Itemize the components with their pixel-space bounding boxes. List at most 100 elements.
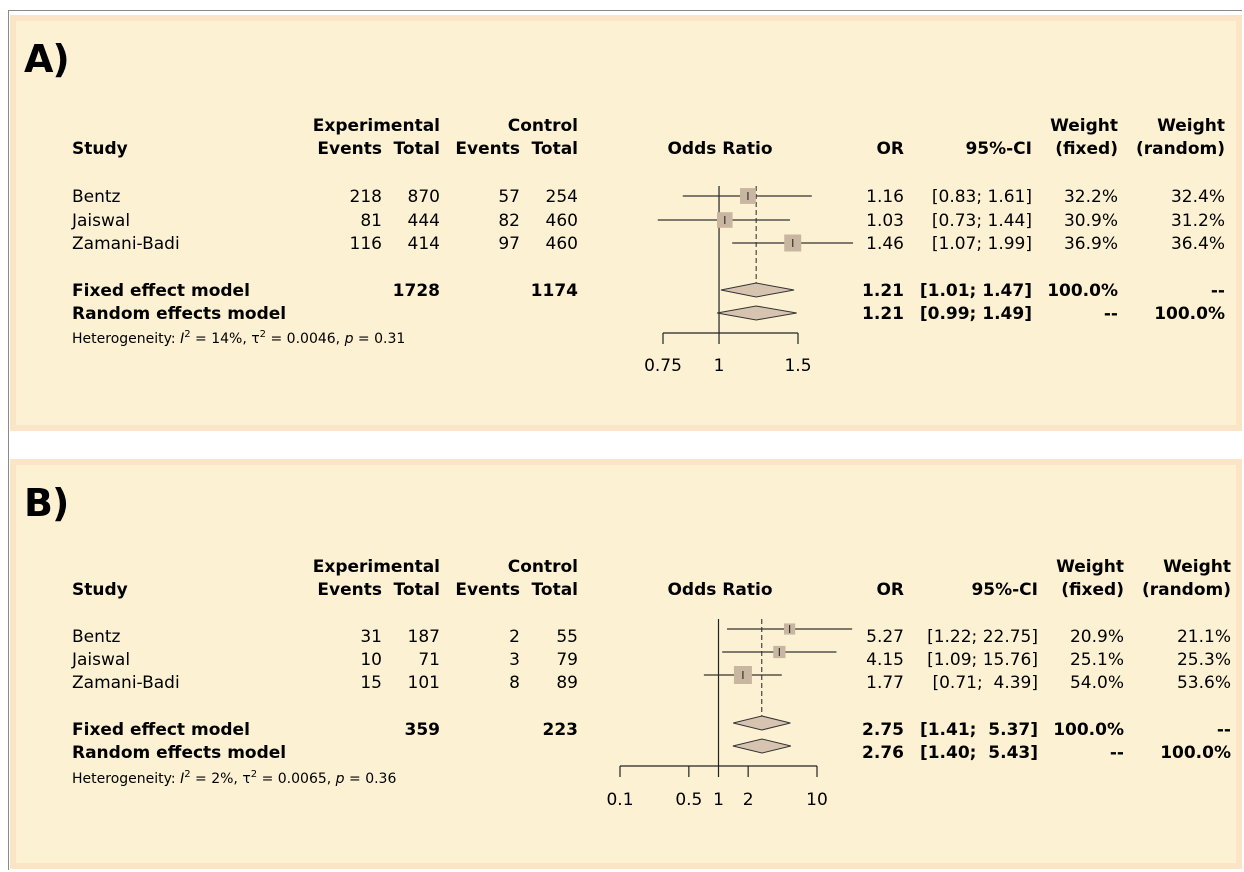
random-effect-diamond bbox=[716, 305, 797, 321]
exp-events: 116 bbox=[350, 234, 382, 254]
exp-events: 15 bbox=[360, 673, 382, 693]
ctl-events: 97 bbox=[498, 234, 520, 254]
header-exp-total: Total bbox=[394, 580, 440, 600]
fixed-w-random: -- bbox=[1217, 720, 1231, 740]
weight-fixed: 54.0% bbox=[1070, 673, 1124, 693]
x-tick-label: 1 bbox=[714, 356, 725, 376]
random-ci: [0.99; 1.49] bbox=[920, 304, 1032, 324]
header-a: Study Experimental Events Total Control … bbox=[72, 116, 1225, 159]
weight-random: 25.3% bbox=[1177, 650, 1231, 670]
weight-fixed: 30.9% bbox=[1064, 211, 1118, 231]
or-value: 1.77 bbox=[866, 673, 904, 693]
summary-rows-a: Fixed effect model 1728 1174 1.21 [1.01;… bbox=[72, 281, 1225, 324]
ctl-total: 460 bbox=[546, 211, 578, 231]
ci-value: [1.22; 22.75] bbox=[927, 627, 1038, 647]
header-weight-random: Weight bbox=[1163, 557, 1231, 577]
or-value: 1.03 bbox=[866, 211, 904, 231]
random-or: 1.21 bbox=[862, 304, 904, 324]
random-w-fixed: -- bbox=[1104, 304, 1118, 324]
weight-random: 32.4% bbox=[1171, 187, 1225, 207]
fixed-w-fixed: 100.0% bbox=[1053, 720, 1124, 740]
heterogeneity-text: Heterogeneity: I2 = 14%, τ2 = 0.0046, p … bbox=[72, 329, 405, 347]
ctl-events: 57 bbox=[498, 187, 520, 207]
exp-events: 10 bbox=[360, 650, 382, 670]
header-random: (random) bbox=[1136, 139, 1225, 159]
header-ctl-events: Events bbox=[455, 580, 520, 600]
ctl-total: 89 bbox=[556, 673, 578, 693]
random-ci: [1.40; 5.43] bbox=[920, 743, 1038, 763]
header-random: (random) bbox=[1142, 580, 1231, 600]
weight-fixed: 32.2% bbox=[1064, 187, 1118, 207]
header-b: Experimental Study Events Total Control … bbox=[72, 557, 1231, 600]
fixed-exp-total: 359 bbox=[405, 720, 441, 740]
header-ctl-total: Total bbox=[532, 580, 578, 600]
weight-fixed: 20.9% bbox=[1070, 627, 1124, 647]
header-ctl-events: Events bbox=[455, 139, 520, 159]
fixed-ci: [1.41; 5.37] bbox=[920, 720, 1038, 740]
fixed-effect-diamond bbox=[733, 715, 791, 731]
weight-random: 53.6% bbox=[1177, 673, 1231, 693]
x-tick-label: 2 bbox=[743, 790, 754, 810]
fixed-w-fixed: 100.0% bbox=[1047, 281, 1118, 301]
fixed-exp-total: 1728 bbox=[393, 281, 440, 301]
ctl-total: 460 bbox=[546, 234, 578, 254]
header-exp-events: Events bbox=[317, 580, 382, 600]
ci-value: [1.07; 1.99] bbox=[932, 234, 1032, 254]
heterogeneity-text: Heterogeneity: I2 = 2%, τ2 = 0.0065, p =… bbox=[72, 769, 396, 787]
header-ci: 95%-CI bbox=[971, 580, 1038, 600]
study-name: Jaiswal bbox=[71, 650, 130, 670]
study-name: Zamani-Badi bbox=[72, 673, 180, 693]
header-fixed: (fixed) bbox=[1061, 580, 1124, 600]
or-value: 1.46 bbox=[866, 234, 904, 254]
study-rows-a: Bentz 218 870 57 254 1.16 [0.83; 1.61] 3… bbox=[71, 187, 1225, 254]
random-w-random: 100.0% bbox=[1154, 304, 1225, 324]
or-value: 5.27 bbox=[866, 627, 904, 647]
fixed-effect-diamond bbox=[720, 282, 795, 298]
header-or: OR bbox=[876, 580, 904, 600]
study-name: Bentz bbox=[72, 187, 121, 207]
study-name: Bentz bbox=[72, 627, 121, 647]
header-exp-total: Total bbox=[394, 139, 440, 159]
random-model-label: Random effects model bbox=[72, 304, 286, 324]
fixed-or: 2.75 bbox=[862, 720, 904, 740]
ctl-events: 82 bbox=[498, 211, 520, 231]
header-ci: 95%-CI bbox=[965, 139, 1032, 159]
ctl-total: 79 bbox=[556, 650, 578, 670]
ci-value: [0.73; 1.44] bbox=[932, 211, 1032, 231]
random-w-fixed: -- bbox=[1110, 743, 1124, 763]
ctl-total: 55 bbox=[556, 627, 578, 647]
header-odds-ratio: Odds Ratio bbox=[667, 139, 772, 159]
header-control: Control bbox=[508, 557, 578, 577]
figure-frame bbox=[8, 10, 1242, 870]
ctl-events: 3 bbox=[509, 650, 520, 670]
fixed-ctl-total: 223 bbox=[543, 720, 579, 740]
header-exp-events: Events bbox=[317, 139, 382, 159]
header-weight-fixed: Weight bbox=[1050, 116, 1118, 136]
ci-value: [1.09; 15.76] bbox=[927, 650, 1038, 670]
exp-events: 218 bbox=[350, 187, 382, 207]
header-fixed: (fixed) bbox=[1055, 139, 1118, 159]
exp-total: 870 bbox=[408, 187, 440, 207]
or-value: 4.15 bbox=[866, 650, 904, 670]
exp-total: 71 bbox=[418, 650, 440, 670]
exp-total: 444 bbox=[408, 211, 440, 231]
panel-b-label: B) bbox=[24, 481, 69, 525]
random-model-label: Random effects model bbox=[72, 743, 286, 763]
random-effect-diamond bbox=[732, 738, 791, 754]
x-tick-label: 0.5 bbox=[675, 790, 702, 810]
x-tick-label: 1 bbox=[713, 790, 724, 810]
study-rows-b: Bentz 31 187 2 55 5.27 [1.22; 22.75] 20.… bbox=[71, 627, 1231, 693]
ctl-total: 254 bbox=[546, 187, 578, 207]
header-experimental: Experimental bbox=[313, 557, 440, 577]
exp-total: 414 bbox=[408, 234, 440, 254]
panel-a-label: A) bbox=[24, 37, 70, 81]
ci-value: [0.71; 4.39] bbox=[932, 673, 1038, 693]
header-or: OR bbox=[876, 139, 904, 159]
panel-b: B) Experimental Study Events Total Contr… bbox=[10, 459, 1242, 869]
x-tick-label: 0.1 bbox=[606, 790, 633, 810]
forest-plot-b: Experimental Study Events Total Control … bbox=[71, 557, 1231, 810]
header-ctl-total: Total bbox=[532, 139, 578, 159]
header-study: Study bbox=[72, 139, 128, 159]
weight-random: 31.2% bbox=[1171, 211, 1225, 231]
weight-random: 36.4% bbox=[1171, 234, 1225, 254]
